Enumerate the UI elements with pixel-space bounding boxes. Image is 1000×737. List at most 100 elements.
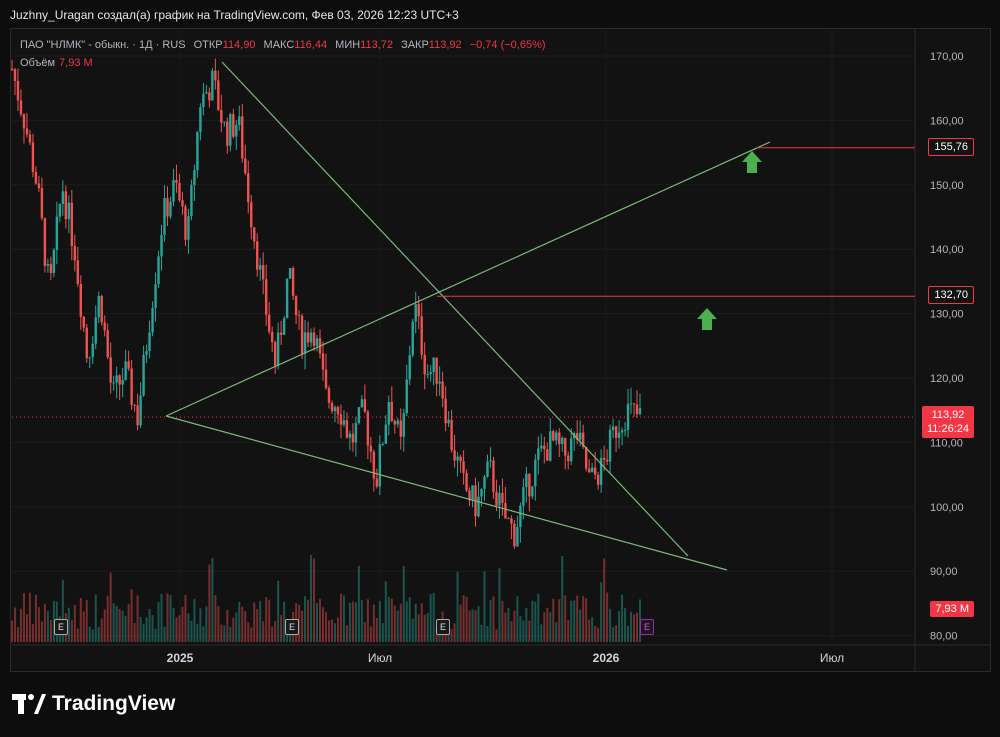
candle-body bbox=[354, 423, 358, 443]
candle-body bbox=[259, 265, 262, 270]
candle-body bbox=[596, 474, 600, 485]
volume-bar bbox=[244, 611, 247, 642]
volume-bar bbox=[459, 604, 462, 642]
volume-bar bbox=[208, 564, 211, 642]
candle-body bbox=[489, 460, 492, 462]
volume-bar bbox=[513, 610, 516, 642]
volume-bar bbox=[193, 599, 196, 642]
candle-body bbox=[163, 198, 166, 235]
candle-body bbox=[139, 395, 142, 426]
volume-bar bbox=[336, 617, 339, 642]
candle-body bbox=[495, 491, 498, 506]
volume-bar bbox=[301, 610, 304, 642]
volume-bar bbox=[136, 595, 139, 642]
volume-bar bbox=[79, 597, 82, 642]
candle-body bbox=[405, 379, 408, 414]
volume-bar bbox=[498, 568, 501, 642]
candle-body bbox=[16, 80, 20, 101]
candle-body bbox=[175, 180, 178, 183]
volume-bar bbox=[417, 614, 420, 642]
volume-bar bbox=[61, 579, 64, 642]
candle-body bbox=[540, 445, 543, 449]
price-tick-label: 90,00 bbox=[930, 566, 958, 578]
candle-body bbox=[555, 432, 558, 441]
volume-bar bbox=[118, 608, 121, 642]
volume-bar bbox=[600, 582, 603, 642]
candle-body bbox=[300, 315, 304, 354]
volume-bar bbox=[226, 609, 229, 642]
candle-body bbox=[294, 295, 298, 315]
candle-body bbox=[196, 131, 199, 171]
candle-body bbox=[136, 405, 139, 426]
candle-body bbox=[214, 70, 217, 81]
candle-body bbox=[480, 488, 483, 497]
candle-body bbox=[70, 202, 74, 246]
candle-body bbox=[578, 432, 582, 440]
volume-bar bbox=[220, 624, 223, 642]
candle-body bbox=[522, 487, 525, 506]
volume-bar bbox=[432, 592, 435, 642]
candle-body bbox=[390, 401, 393, 421]
candle-body bbox=[10, 68, 14, 70]
candle-body bbox=[253, 227, 256, 242]
earnings-marker-upcoming[interactable]: E bbox=[640, 619, 654, 635]
price-tick-label: 170,00 bbox=[930, 51, 964, 63]
volume-bar bbox=[369, 626, 372, 642]
price-tick-label: 160,00 bbox=[930, 115, 964, 127]
volume-bar bbox=[522, 620, 525, 642]
candle-body bbox=[40, 188, 44, 219]
candle-body bbox=[312, 332, 316, 346]
volume-bar bbox=[73, 604, 76, 642]
candle-body bbox=[348, 433, 352, 438]
volume-bar bbox=[175, 617, 178, 642]
volume-bar bbox=[265, 597, 268, 642]
volume-bar bbox=[160, 593, 163, 642]
last-price-value: 113,92 bbox=[931, 409, 965, 421]
volume-bar bbox=[247, 622, 250, 642]
earnings-marker[interactable]: E bbox=[285, 619, 299, 635]
volume-bar bbox=[103, 609, 106, 642]
volume-bar bbox=[109, 572, 112, 642]
volume-bar bbox=[534, 601, 537, 642]
candle-body bbox=[31, 142, 35, 172]
volume-bar bbox=[151, 615, 154, 642]
candle-body bbox=[375, 478, 379, 487]
volume-bar bbox=[40, 621, 43, 642]
candle-body bbox=[211, 70, 214, 101]
volume-bar bbox=[133, 623, 136, 642]
earnings-marker[interactable]: E bbox=[54, 619, 68, 635]
candle-body bbox=[154, 284, 157, 308]
candle-body bbox=[67, 202, 71, 220]
earnings-marker[interactable]: E bbox=[436, 619, 450, 635]
volume-bar bbox=[274, 620, 277, 642]
volume-bar bbox=[366, 599, 369, 642]
volume-bar bbox=[468, 610, 471, 642]
volume-bar bbox=[597, 627, 600, 642]
candle-body bbox=[357, 407, 361, 424]
candle-body bbox=[638, 408, 642, 415]
volume-bar bbox=[121, 610, 124, 642]
volume-bar bbox=[393, 605, 396, 642]
volume-bar bbox=[453, 623, 456, 642]
candle-body bbox=[414, 304, 417, 322]
volume-bar bbox=[426, 613, 429, 642]
volume-bar bbox=[501, 600, 504, 642]
price-tick-label: 80,00 bbox=[930, 631, 958, 643]
candle-body bbox=[549, 431, 552, 461]
volume-bar bbox=[495, 629, 498, 642]
candle-body bbox=[543, 445, 546, 450]
volume-bar bbox=[241, 606, 244, 642]
instrument-label[interactable]: ПАО "НЛМК" - обыкн. · 1Д · RUS bbox=[20, 39, 186, 51]
chart-frame[interactable] bbox=[10, 28, 991, 672]
tradingview-logo[interactable]: TradingView bbox=[12, 692, 175, 716]
volume-bar bbox=[408, 597, 411, 642]
candle-body bbox=[220, 109, 223, 123]
volume-bar bbox=[423, 614, 426, 642]
volume-bar bbox=[351, 601, 354, 642]
candle-body bbox=[564, 437, 567, 456]
volume-bar bbox=[205, 606, 208, 642]
volume-bar bbox=[178, 615, 181, 642]
candle-body bbox=[432, 357, 435, 372]
candle-body bbox=[76, 260, 79, 284]
